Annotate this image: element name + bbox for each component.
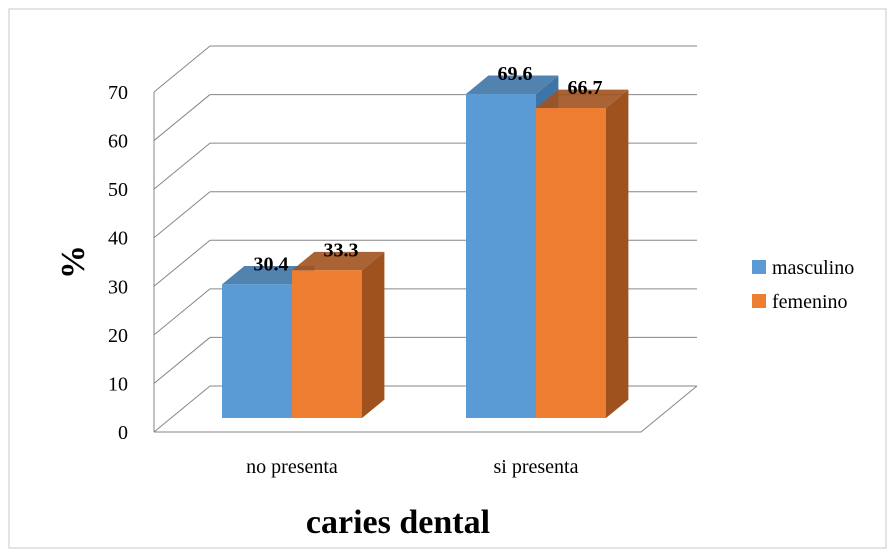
bar-side-femenino bbox=[362, 251, 385, 418]
x-category-label: no presenta bbox=[246, 456, 338, 478]
data-label: 33.3 bbox=[324, 239, 359, 261]
bar-masculino bbox=[466, 93, 536, 418]
gridline-diagonal bbox=[153, 385, 211, 433]
bar-top-masculino bbox=[466, 75, 559, 94]
data-label: 66.7 bbox=[568, 77, 603, 99]
x-category-label: si presenta bbox=[494, 456, 579, 478]
floor-outline bbox=[154, 385, 698, 433]
legend: masculino femenino bbox=[752, 257, 854, 313]
y-tick-label: 60 bbox=[108, 131, 128, 153]
x-axis-categories: no presenta si presenta bbox=[246, 456, 578, 478]
legend-swatch-femenino bbox=[752, 294, 766, 308]
y-tick-label: 50 bbox=[108, 179, 128, 201]
bar-top-masculino bbox=[222, 265, 315, 285]
bar-femenino bbox=[292, 270, 362, 418]
bar-femenino bbox=[536, 108, 606, 419]
gridline-diagonal bbox=[153, 142, 211, 190]
gridline-diagonal bbox=[153, 45, 211, 93]
gridline-diagonal bbox=[153, 337, 211, 384]
bars bbox=[222, 75, 629, 419]
gridline-diagonal bbox=[153, 191, 211, 239]
gridline-diagonal bbox=[153, 94, 211, 141]
gridline-diagonal bbox=[153, 288, 211, 336]
bar-top-femenino bbox=[536, 89, 629, 109]
y-tick-label: 40 bbox=[108, 228, 128, 250]
bar-top-femenino bbox=[292, 251, 385, 271]
legend-label: masculino bbox=[772, 257, 854, 279]
data-labels: 30.4 33.3 69.6 66.7 bbox=[254, 63, 603, 275]
y-tick-label: 30 bbox=[108, 276, 128, 298]
y-tick-label: 0 bbox=[118, 422, 128, 444]
gridline-diagonal bbox=[153, 239, 211, 287]
legend-swatch-masculino bbox=[752, 260, 766, 274]
bar-side-femenino bbox=[606, 89, 629, 418]
legend-label: femenino bbox=[772, 291, 848, 313]
y-axis-ticks: 0 10 20 30 40 50 60 70 bbox=[108, 82, 128, 444]
data-label: 69.6 bbox=[498, 63, 533, 85]
y-tick-label: 10 bbox=[108, 373, 128, 395]
data-label: 30.4 bbox=[254, 253, 289, 275]
bar-masculino bbox=[222, 284, 292, 418]
x-axis-title: caries dental bbox=[306, 504, 490, 541]
y-tick-label: 20 bbox=[108, 325, 128, 347]
y-axis-title: % bbox=[55, 245, 92, 279]
y-tick-label: 70 bbox=[108, 82, 128, 104]
chart-border bbox=[8, 8, 887, 549]
